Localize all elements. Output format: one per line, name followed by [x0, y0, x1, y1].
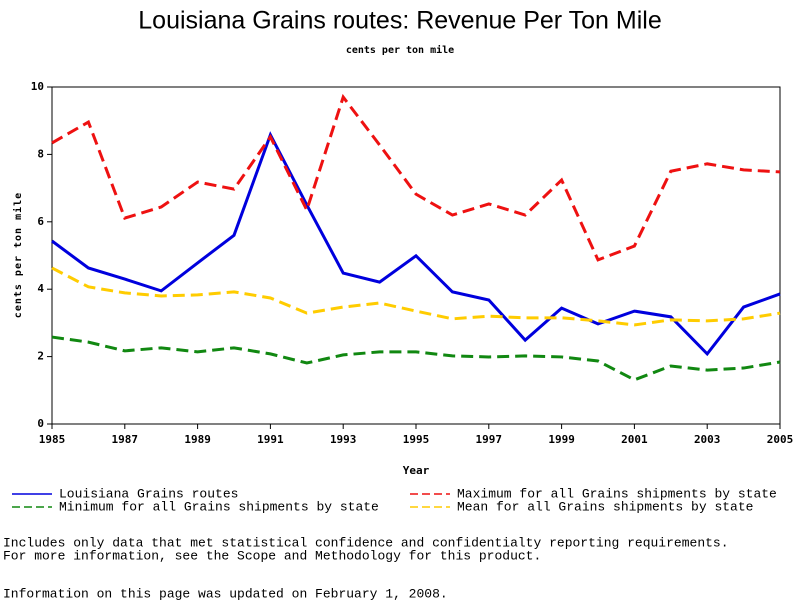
- y-tick-label: 8: [37, 147, 44, 160]
- note: Includes only data that met statistical …: [3, 535, 729, 550]
- y-tick-label: 4: [37, 282, 44, 295]
- chart-title: Louisiana Grains routes: Revenue Per Ton…: [138, 7, 661, 35]
- legend-label: Maximum for all Grains shipments by stat…: [457, 486, 777, 501]
- note: For more information, see the Scope and …: [3, 548, 541, 563]
- x-tick-label: 1985: [39, 433, 66, 446]
- y-axis-label: cents per ton mile: [12, 192, 24, 318]
- series-line: [51, 266, 781, 327]
- x-tick-label: 1989: [184, 433, 211, 446]
- x-tick-label: 1993: [330, 433, 357, 446]
- series-line: [51, 93, 781, 262]
- x-tick-label: 1991: [257, 433, 284, 446]
- x-tick-label: 1987: [112, 433, 139, 446]
- x-tick-label: 2005: [767, 433, 794, 446]
- x-axis-label: Year: [403, 464, 430, 477]
- x-tick-label: 2001: [621, 433, 648, 446]
- y-tick-label: 2: [37, 350, 44, 363]
- x-tick-label: 1999: [548, 433, 575, 446]
- x-tick-label: 1997: [476, 433, 503, 446]
- legend-label: Louisiana Grains routes: [59, 486, 238, 501]
- x-tick-label: 1995: [403, 433, 430, 446]
- legend-label: Minimum for all Grains shipments by stat…: [59, 499, 379, 514]
- y-tick-label: 6: [37, 215, 44, 228]
- legend-label: Mean for all Grains shipments by state: [457, 499, 753, 514]
- y-tick-label: 10: [31, 80, 44, 93]
- series-line: [51, 131, 781, 357]
- chart-subtitle: cents per ton mile: [346, 44, 454, 56]
- y-tick-label: 0: [37, 417, 44, 430]
- x-tick-label: 2003: [694, 433, 721, 446]
- series-line: [51, 335, 781, 382]
- note: Information on this page was updated on …: [3, 586, 448, 600]
